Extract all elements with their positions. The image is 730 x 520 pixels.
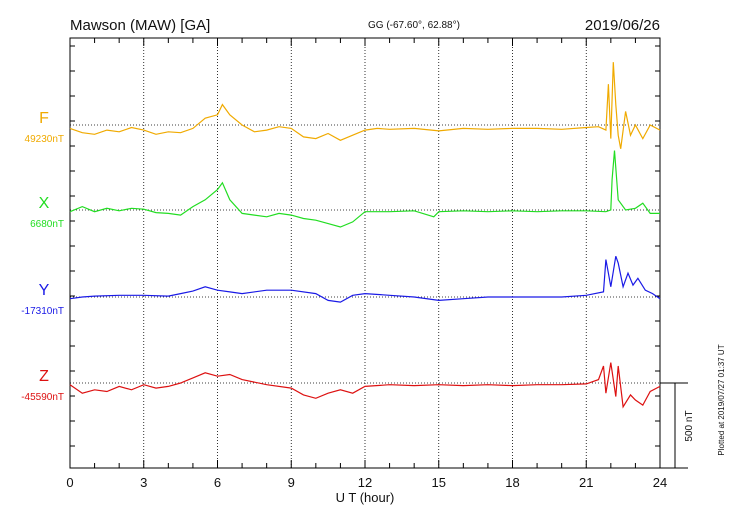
date-label: 2019/06/26 <box>585 17 660 34</box>
plot-frame <box>69 37 661 469</box>
series-labels: F 49230nT X 6680nT Y -17310nT Z -45590nT <box>21 110 64 403</box>
x-tick-label: 3 <box>140 475 147 490</box>
x-tick-label: 9 <box>288 475 295 490</box>
series-name-x: X <box>39 195 50 212</box>
baseline-lines <box>70 124 660 384</box>
grid-lines <box>143 38 587 468</box>
trace-f <box>69 62 661 149</box>
series-name-y: Y <box>39 282 50 299</box>
x-tick-labels: 0 3 6 9 12 15 18 21 24 <box>66 475 667 490</box>
series-name-z: Z <box>39 368 49 385</box>
trace-z <box>69 362 661 409</box>
trace-x <box>69 150 660 228</box>
baseline-label-f: 49230nT <box>25 134 64 145</box>
series-name-f: F <box>39 110 49 127</box>
baseline-label-y: -17310nT <box>21 306 64 317</box>
x-tick-label: 6 <box>214 475 221 490</box>
x-tick-label: 24 <box>653 475 667 490</box>
baseline-label-x: 6680nT <box>30 219 64 230</box>
scale-bar: 500 nT <box>660 382 695 469</box>
trace-y <box>69 256 661 303</box>
axis-ticks <box>69 38 661 468</box>
x-tick-label: 0 <box>66 475 73 490</box>
scale-bar-label: 500 nT <box>684 410 695 441</box>
baseline-label-z: -45590nT <box>21 392 64 403</box>
x-tick-label: 21 <box>579 475 593 490</box>
x-tick-label: 12 <box>358 475 372 490</box>
x-tick-label: 15 <box>432 475 446 490</box>
x-axis-label: U T (hour) <box>336 490 395 505</box>
coordinates-label: GG (-67.60°, 62.88°) <box>368 20 460 31</box>
plotted-timestamp: Plotted at 2019/07/27 01:37 UT <box>717 344 726 455</box>
series-traces <box>69 62 661 409</box>
station-title: Mawson (MAW) [GA] <box>70 17 210 34</box>
x-tick-label: 18 <box>505 475 519 490</box>
